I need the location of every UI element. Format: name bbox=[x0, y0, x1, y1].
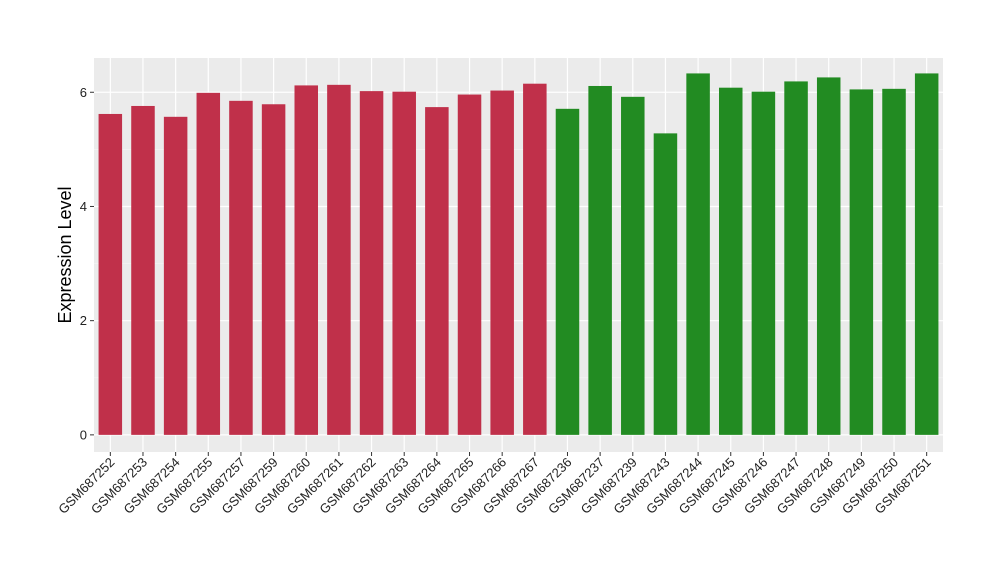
bar-GSM687252 bbox=[98, 113, 123, 435]
y-axis-title: Expression Level bbox=[55, 186, 75, 323]
bar-GSM687239 bbox=[621, 96, 645, 435]
bar-GSM687248 bbox=[816, 77, 841, 435]
x-axis: GSM687252GSM687253GSM687254GSM687255GSM6… bbox=[55, 452, 934, 517]
bar-GSM687246 bbox=[751, 91, 776, 435]
y-tick-label: 4 bbox=[80, 199, 87, 214]
plot-panel bbox=[94, 58, 943, 452]
bar-GSM687249 bbox=[849, 89, 874, 435]
bar-GSM687243 bbox=[653, 133, 678, 435]
bar-GSM687257 bbox=[229, 100, 253, 435]
bar-GSM687254 bbox=[163, 116, 188, 435]
y-tick-label: 2 bbox=[80, 313, 87, 328]
bar-GSM687245 bbox=[718, 87, 743, 435]
y-tick-label: 6 bbox=[80, 85, 87, 100]
y-axis: 0 2 4 6 bbox=[80, 85, 94, 442]
bar-GSM687261 bbox=[327, 84, 351, 435]
bar-GSM687253 bbox=[131, 105, 155, 435]
bar-GSM687260 bbox=[294, 85, 319, 435]
bar-GSM687262 bbox=[359, 91, 384, 435]
bars bbox=[98, 73, 939, 435]
bar-GSM687255 bbox=[196, 92, 221, 435]
y-tick-label: 0 bbox=[80, 427, 87, 442]
bar-GSM687247 bbox=[784, 81, 808, 435]
bar-GSM687263 bbox=[392, 91, 416, 435]
bar-GSM687251 bbox=[914, 73, 939, 435]
bar-GSM687264 bbox=[425, 107, 449, 435]
bar-GSM687250 bbox=[882, 88, 906, 435]
bar-GSM687237 bbox=[588, 85, 612, 435]
bar-GSM687259 bbox=[261, 104, 286, 435]
bar-GSM687267 bbox=[523, 83, 547, 435]
bar-GSM687236 bbox=[555, 108, 580, 435]
bar-GSM687244 bbox=[686, 73, 710, 435]
bar-GSM687265 bbox=[457, 94, 482, 435]
bar-GSM687266 bbox=[490, 90, 514, 435]
